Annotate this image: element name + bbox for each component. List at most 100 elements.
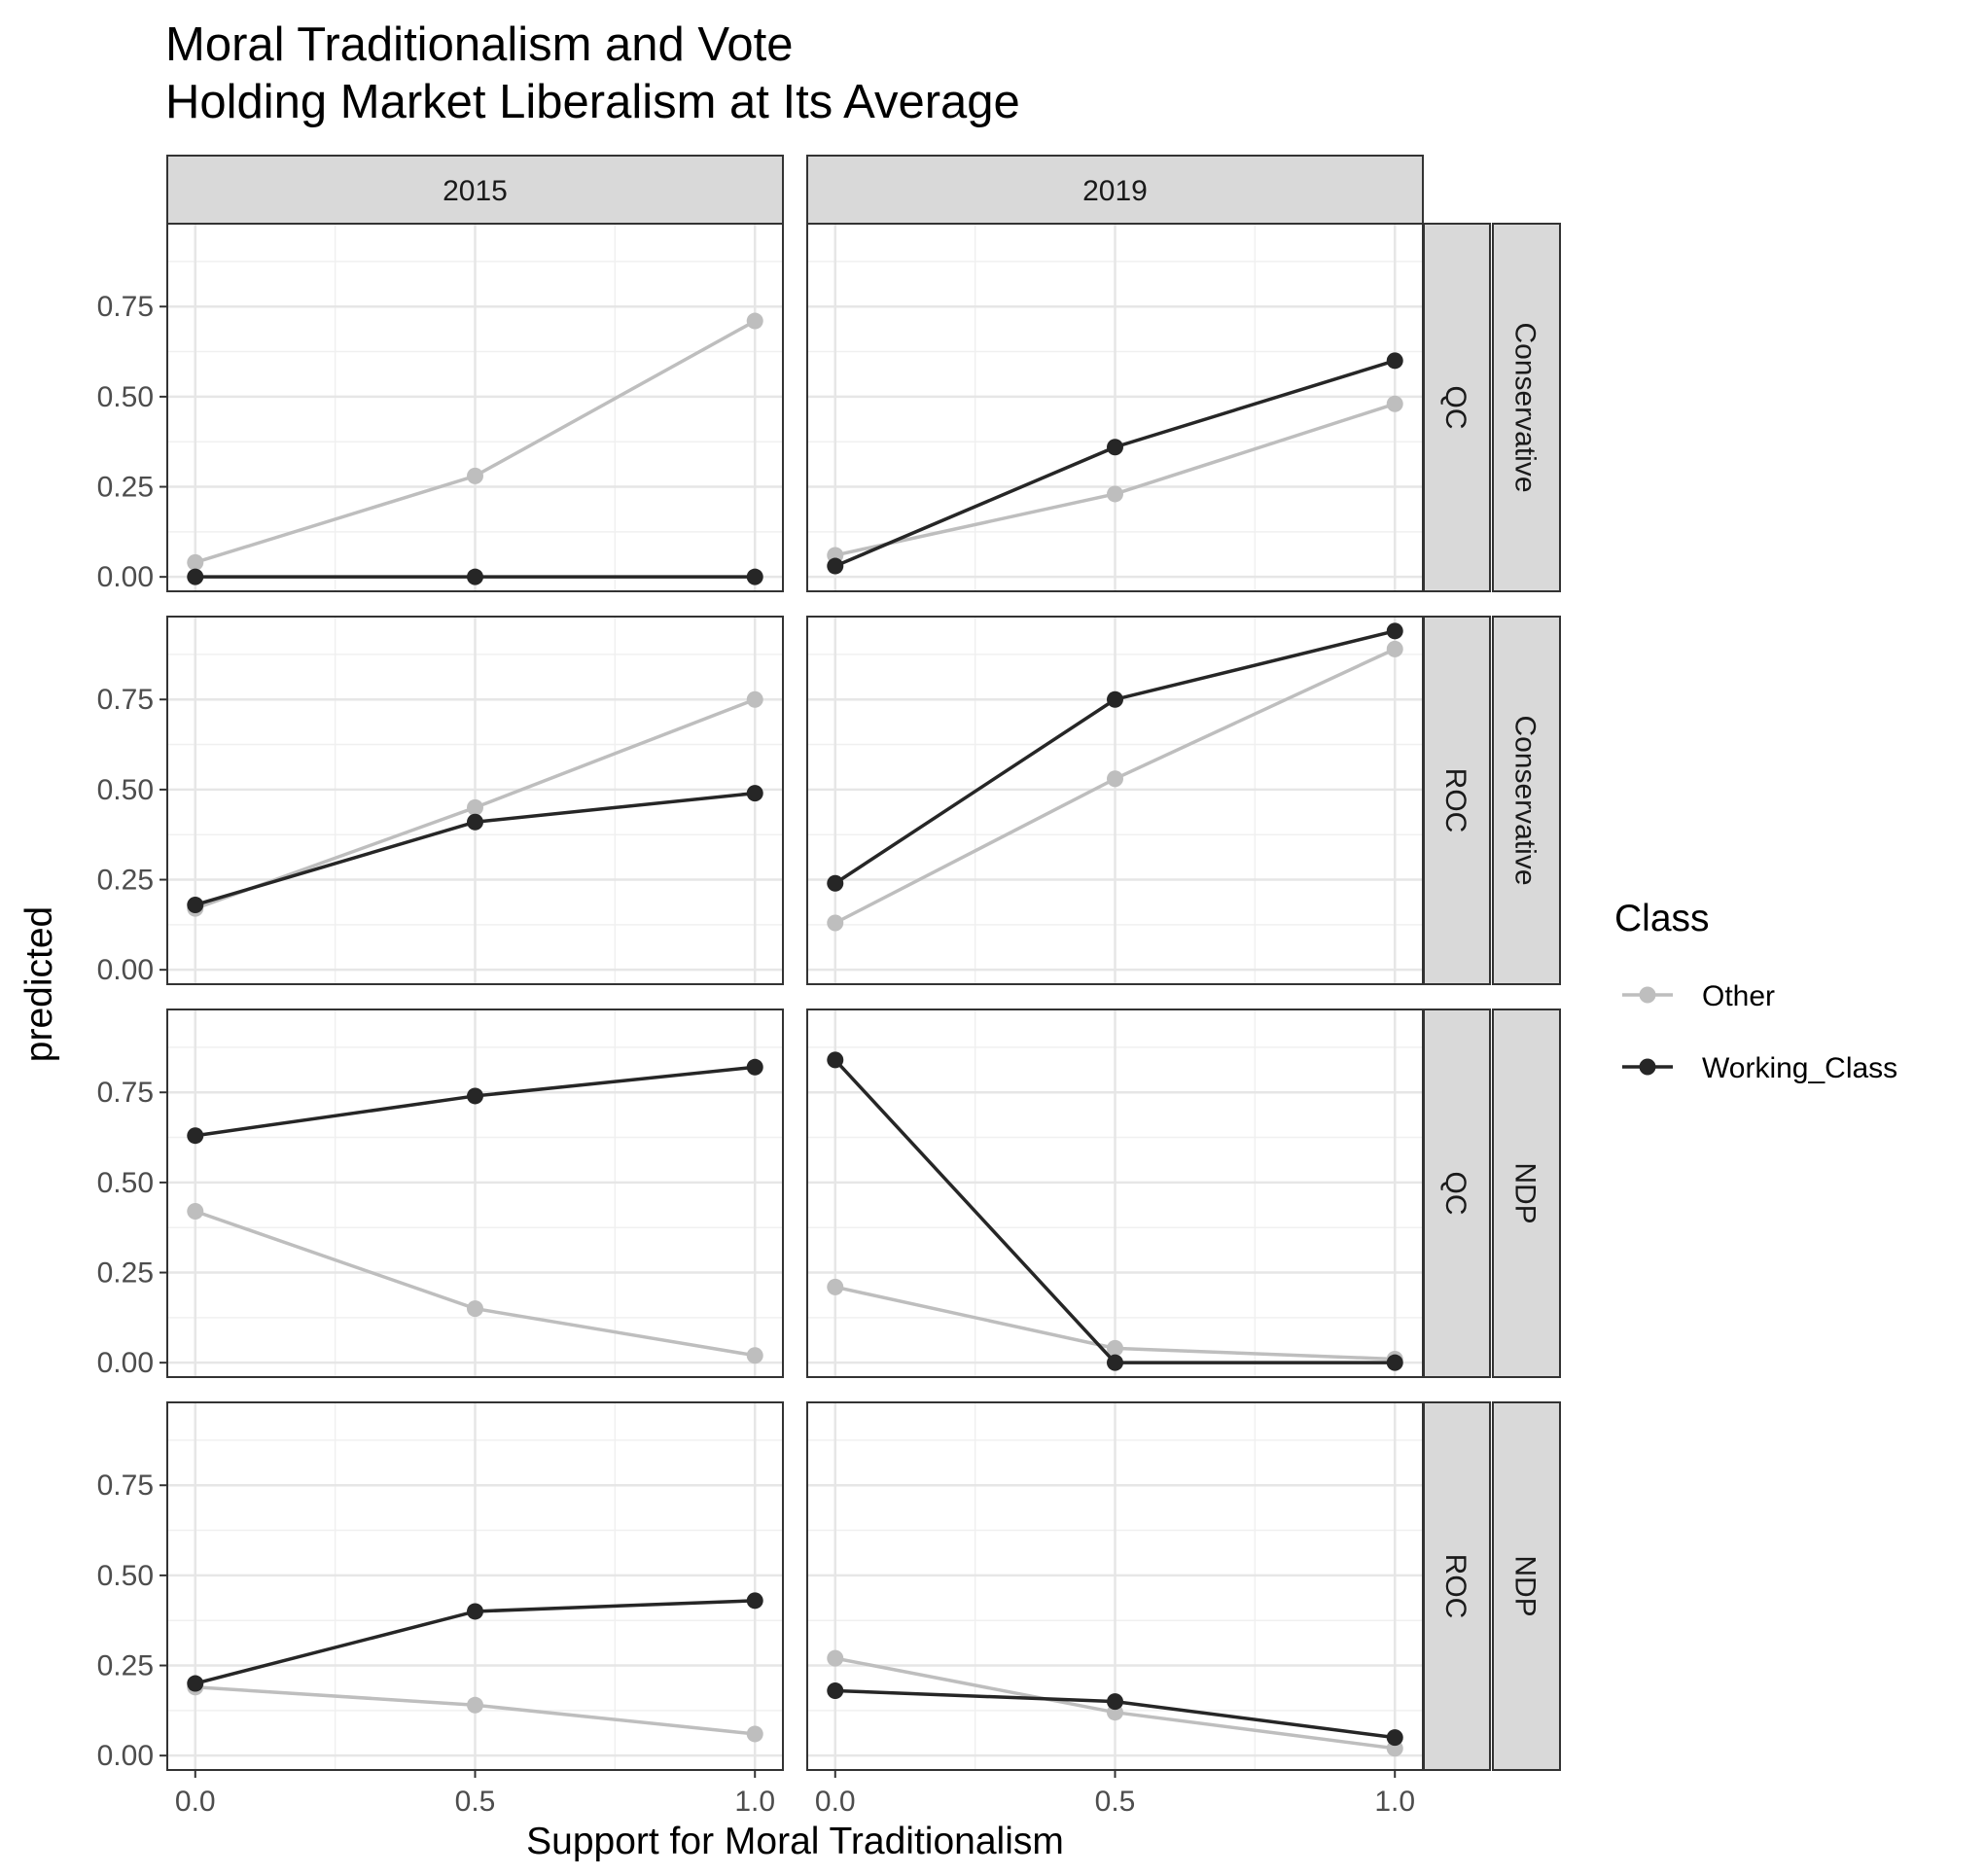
data-point-working_class [187, 1675, 204, 1692]
data-point-other [187, 1203, 204, 1221]
data-point-working_class [827, 1681, 844, 1699]
strip-2019 [806, 155, 1424, 225]
panel-qc-ndp-2019 [806, 1009, 1424, 1378]
panel-qc-conservative-2019 [806, 223, 1424, 592]
strip-region-label: QC [1439, 386, 1471, 430]
data-point-other [1107, 770, 1123, 788]
data-point-working_class [746, 1058, 763, 1076]
chart-subtitle: Holding Market Liberalism at Its Average [165, 76, 1020, 128]
y-tick-label: 0.00 [97, 954, 154, 986]
data-point-working_class [827, 874, 844, 892]
data-point-working_class [1107, 1354, 1123, 1371]
panel-roc-ndp-2019: 0.0 0.5 1.0 [806, 1401, 1424, 1818]
y-tick-label: 0.50 [97, 1560, 154, 1592]
y-tick-label: 0.00 [97, 561, 154, 593]
y-tick-label: 0.00 [97, 1740, 154, 1772]
data-point-other [1107, 485, 1123, 503]
data-point-other [467, 467, 483, 484]
strip-region-qc [1423, 1009, 1491, 1378]
data-point-working_class [1107, 690, 1123, 708]
data-point-working_class [1386, 1729, 1403, 1747]
data-point-other [467, 798, 483, 816]
legend-key-point [1639, 986, 1656, 1004]
y-tick-label: 0.00 [97, 1347, 154, 1379]
data-point-other [1386, 395, 1403, 412]
y-tick-label: 0.50 [97, 774, 154, 806]
data-point-working_class [467, 1087, 483, 1105]
data-point-other [827, 1278, 844, 1295]
panel-border [806, 223, 1424, 592]
y-tick-label: 0.75 [97, 1077, 154, 1109]
x-axis-title: Support for Moral Traditionalism [526, 1821, 1064, 1862]
legend: Class Other Working_Class [1614, 898, 1897, 1084]
strip-region-label: ROC [1439, 1554, 1471, 1619]
strip-party-conservative [1492, 223, 1561, 592]
y-tick-label: 0.75 [97, 291, 154, 323]
data-point-working_class [1386, 622, 1403, 640]
data-point-working_class [467, 568, 483, 585]
panel-roc-conservative-2019 [806, 616, 1424, 985]
y-tick-label: 0.25 [97, 472, 154, 504]
strip-region-label: QC [1439, 1172, 1471, 1216]
strip-party-ndp [1492, 1009, 1561, 1378]
panel-roc-conservative-2015: 0.00 0.25 0.50 0.75 [97, 616, 784, 986]
legend-key-point [1639, 1058, 1656, 1076]
data-point-working_class [827, 557, 844, 575]
y-tick-label: 0.25 [97, 1650, 154, 1682]
legend-label-other: Other [1702, 980, 1775, 1012]
panel-border [806, 1009, 1424, 1378]
strip-region-qc [1423, 223, 1491, 592]
y-tick-label: 0.75 [97, 684, 154, 716]
data-point-working_class [827, 1051, 844, 1069]
strip-party-ndp [1492, 1401, 1561, 1771]
strip-party-label: Conservative [1509, 322, 1542, 492]
strip-party-conservative [1492, 616, 1561, 985]
data-point-working_class [1107, 1693, 1123, 1711]
data-point-working_class [746, 785, 763, 802]
data-point-working_class [467, 1603, 483, 1620]
data-point-working_class [1107, 439, 1123, 456]
strip-party-label: Conservative [1509, 715, 1542, 885]
data-point-other [187, 553, 204, 571]
panel-border [166, 223, 784, 592]
x-tick-label: 1.0 [734, 1786, 775, 1818]
data-point-other [467, 1300, 483, 1318]
y-tick-label: 0.50 [97, 1167, 154, 1199]
data-point-other [1386, 640, 1403, 657]
chart-title: Moral Traditionalism and Vote [165, 18, 794, 71]
strip-region-label: ROC [1439, 768, 1471, 833]
legend-title: Class [1614, 898, 1710, 939]
data-point-other [827, 914, 844, 932]
data-point-other [467, 1696, 483, 1714]
data-point-other [1107, 1339, 1123, 1357]
y-tick-label: 0.50 [97, 381, 154, 413]
data-point-working_class [187, 896, 204, 913]
data-point-working_class [187, 1127, 204, 1145]
data-point-other [746, 312, 763, 330]
panel-qc-ndp-2015: 0.00 0.25 0.50 0.75 [97, 1009, 784, 1379]
strip-label-2019: 2019 [1082, 175, 1148, 207]
y-tick-label: 0.75 [97, 1469, 154, 1502]
x-tick-label: 0.0 [815, 1786, 856, 1818]
y-axis-title: predicted [18, 906, 60, 1062]
data-point-working_class [1386, 1354, 1403, 1371]
x-tick-label: 0.5 [1095, 1786, 1136, 1818]
data-point-other [746, 1725, 763, 1743]
strip-region-roc [1423, 616, 1491, 985]
data-point-other [746, 1347, 763, 1364]
facet-grid: 2015 2019 QC Conservative ROC Conservative QC N… [97, 155, 1561, 1818]
y-tick-label: 0.25 [97, 1257, 154, 1290]
x-tick-label: 1.0 [1374, 1786, 1415, 1818]
panel-border [166, 616, 784, 985]
x-tick-label: 0.0 [175, 1786, 216, 1818]
data-point-working_class [746, 568, 763, 585]
strip-2015 [166, 155, 784, 225]
data-point-working_class [746, 1592, 763, 1610]
x-tick-label: 0.5 [455, 1786, 496, 1818]
data-point-other [827, 1649, 844, 1667]
y-tick-label: 0.25 [97, 865, 154, 897]
panel-border [166, 1009, 784, 1378]
data-point-working_class [187, 568, 204, 585]
panel-border [806, 616, 1424, 985]
